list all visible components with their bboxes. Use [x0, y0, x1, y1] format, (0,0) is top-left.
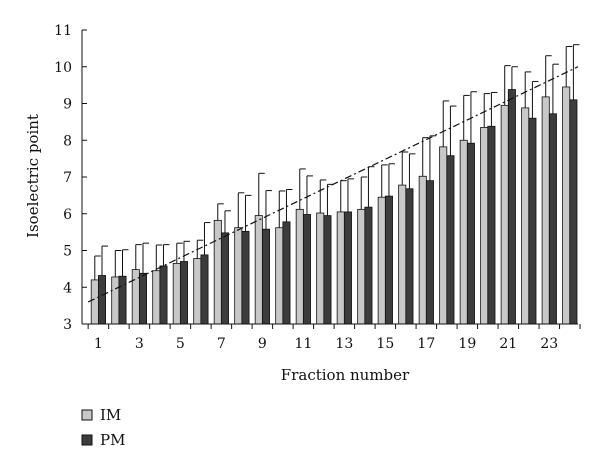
y-tick-label-5: 5: [63, 244, 72, 260]
bar-pm-3: [138, 272, 147, 325]
x-tick-label-1: 1: [94, 336, 103, 352]
bar-im-6: [193, 258, 202, 325]
bar-pm-20: [487, 125, 496, 325]
legend-label-im: IM: [100, 406, 121, 424]
legend: IM PM: [81, 406, 125, 449]
bars-layer: [90, 86, 578, 325]
y-tick-label-11: 11: [54, 23, 72, 39]
bar-im-8: [234, 227, 243, 325]
x-tick-label-3: 3: [135, 336, 144, 352]
x-tick-label-7: 7: [217, 336, 226, 352]
bar-pm-14: [364, 206, 373, 325]
bar-im-23: [541, 96, 550, 325]
bar-pm-21: [507, 89, 516, 325]
x-axis-title: Fraction number: [281, 366, 410, 384]
bar-im-15: [377, 196, 386, 325]
bar-pm-4: [159, 265, 168, 325]
trend-line: [87, 66, 579, 303]
bar-im-5: [172, 262, 181, 325]
y-tick-label-3: 3: [63, 317, 72, 333]
bar-pm-22: [528, 117, 537, 325]
bar-pm-11: [302, 214, 311, 325]
y-tick-label-4: 4: [63, 280, 72, 296]
bar-im-18: [439, 146, 448, 325]
bar-pm-7: [220, 232, 229, 325]
bar-im-19: [459, 139, 468, 325]
trend-line-layer: [87, 66, 579, 303]
y-tick-label-8: 8: [63, 133, 72, 149]
x-tick-label-17: 17: [417, 336, 435, 352]
bar-pm-24: [569, 99, 578, 325]
bar-im-9: [254, 215, 263, 325]
bar-pm-13: [343, 211, 352, 325]
bar-pm-18: [446, 155, 455, 325]
legend-swatch-im: [81, 409, 93, 421]
x-tick-label-9: 9: [258, 336, 267, 352]
bar-pm-8: [241, 230, 250, 325]
x-tick-label-5: 5: [176, 336, 185, 352]
bar-pm-19: [466, 142, 475, 325]
bar-pm-16: [405, 188, 414, 325]
bar-pm-23: [548, 113, 557, 325]
error-bars-layer: [94, 44, 580, 280]
bar-im-1: [90, 279, 99, 325]
bar-pm-12: [323, 215, 332, 325]
bar-im-13: [336, 211, 345, 325]
y-tick-label-10: 10: [54, 60, 72, 76]
bar-pm-6: [200, 254, 209, 325]
x-tick-label-19: 19: [458, 336, 476, 352]
x-tick-label-11: 11: [294, 336, 312, 352]
x-tick-label-21: 21: [499, 336, 517, 352]
bar-im-17: [418, 175, 427, 325]
bar-im-16: [398, 184, 407, 325]
bar-pm-1: [97, 275, 106, 325]
legend-swatch-pm: [81, 434, 93, 446]
y-tick-label-9: 9: [63, 97, 72, 113]
bar-pm-9: [261, 228, 270, 325]
bar-im-20: [480, 126, 489, 325]
bar-im-2: [111, 276, 120, 325]
bar-im-11: [295, 208, 304, 325]
bar-im-4: [152, 270, 161, 325]
y-axis-title: Isoelectric point: [24, 114, 42, 238]
bar-pm-5: [179, 261, 188, 325]
bar-pm-10: [282, 221, 291, 325]
bar-pm-17: [425, 180, 434, 325]
bar-pm-2: [118, 275, 127, 325]
bar-im-21: [500, 104, 509, 325]
y-tick-label-7: 7: [63, 170, 72, 186]
y-tick-label-6: 6: [63, 207, 72, 223]
bar-im-7: [213, 219, 222, 325]
bar-im-22: [521, 107, 530, 325]
legend-label-pm: PM: [100, 431, 125, 449]
bar-im-10: [275, 227, 284, 325]
x-tick-label-13: 13: [335, 336, 353, 352]
bar-pm-15: [384, 195, 393, 325]
bar-im-14: [357, 208, 366, 325]
x-tick-label-15: 15: [376, 336, 394, 352]
bar-im-12: [316, 212, 325, 325]
bar-im-24: [562, 86, 571, 325]
x-tick-label-23: 23: [540, 336, 558, 352]
